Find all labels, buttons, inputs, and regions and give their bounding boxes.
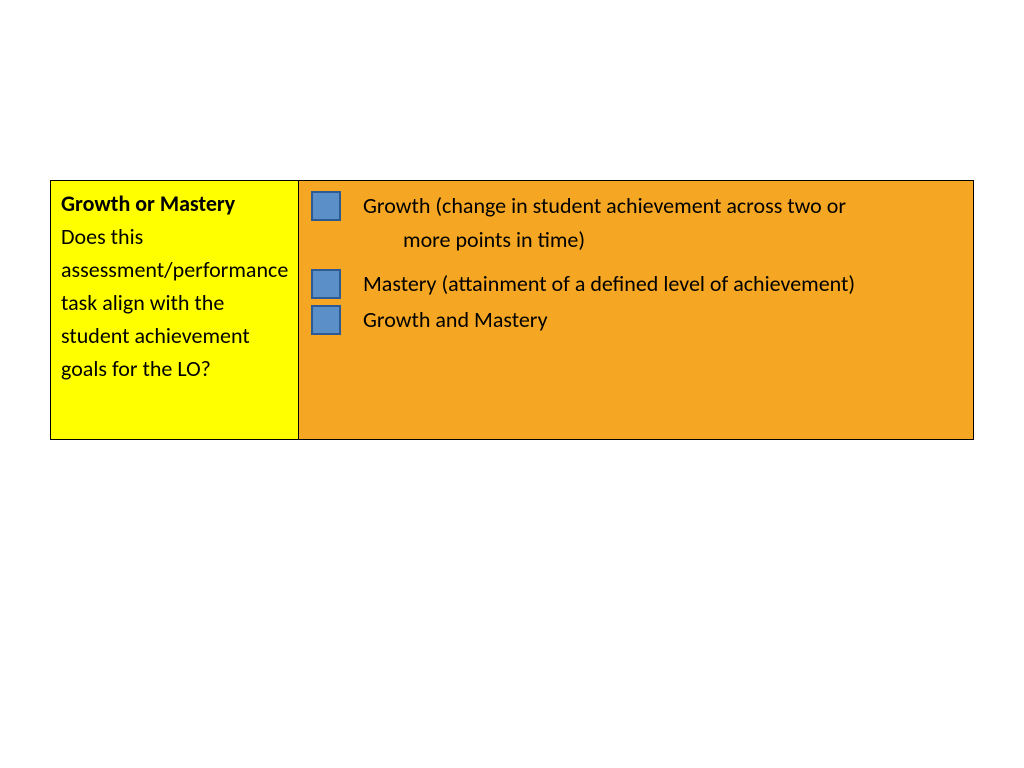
checkbox-mastery[interactable]: [311, 269, 341, 299]
question-body: Does this assessment/performance task al…: [61, 220, 288, 385]
option-text-wrapper: Growth (change in student achievement ac…: [363, 189, 846, 257]
option-row-mastery: Mastery (attainment of a defined level o…: [311, 267, 961, 301]
option-row-both: Growth and Mastery: [311, 303, 961, 337]
option-text-growth-line1: Growth (change in student achievement ac…: [363, 189, 846, 223]
question-panel: Growth or Mastery Does this assessment/p…: [51, 181, 299, 439]
option-text-mastery: Mastery (attainment of a defined level o…: [363, 267, 855, 301]
option-text-both: Growth and Mastery: [363, 303, 548, 337]
question-title: Growth or Mastery: [61, 189, 288, 220]
checkbox-both[interactable]: [311, 305, 341, 335]
option-text-growth-line2: more points in time): [363, 223, 846, 257]
checkbox-growth[interactable]: [311, 191, 341, 221]
option-row-growth: Growth (change in student achievement ac…: [311, 189, 961, 257]
form-container: Growth or Mastery Does this assessment/p…: [50, 180, 974, 440]
options-panel: Growth (change in student achievement ac…: [299, 181, 973, 439]
